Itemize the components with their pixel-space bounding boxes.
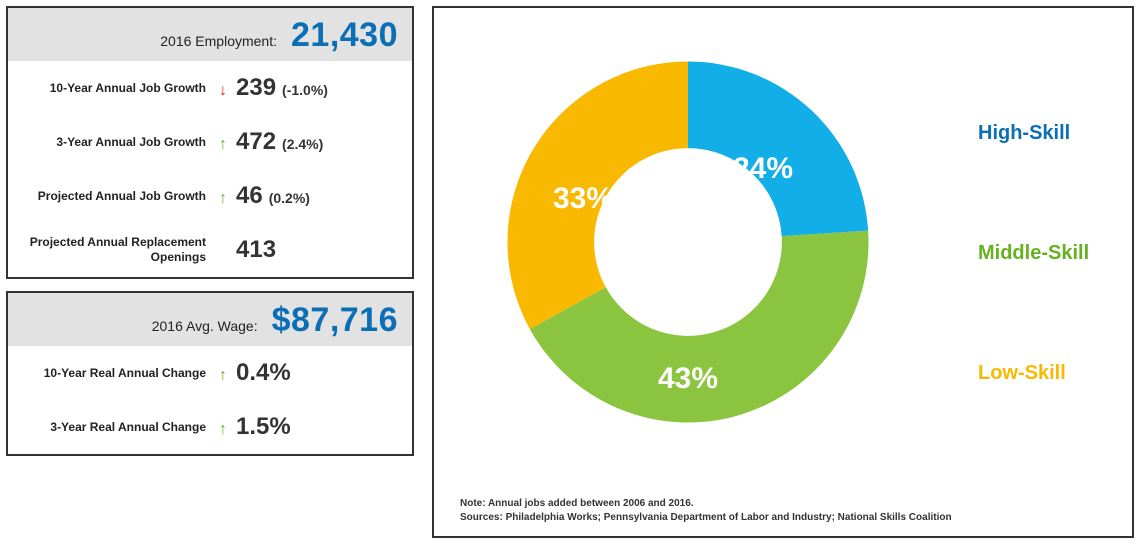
stat-label: 3-Year Real Annual Change	[16, 420, 216, 435]
arrow-up-icon: ↑	[216, 421, 230, 439]
wage-header: 2016 Avg. Wage: $87,716	[8, 293, 412, 346]
stat-value: ↑ 1.5%	[216, 413, 291, 441]
stat-row: 10-Year Real Annual Change↑ 0.4%	[8, 346, 412, 400]
stat-row: Projected Annual Job Growth↑ 46 (0.2%)	[8, 169, 412, 223]
stat-number: 472	[236, 128, 276, 156]
stat-label: Projected Annual Job Growth	[16, 189, 216, 204]
stat-row: Projected Annual Replacement Openings 413	[8, 223, 412, 277]
legend-item: Middle-Skill	[978, 242, 1089, 265]
wage-header-value: $87,716	[272, 301, 398, 340]
stat-label: 10-Year Real Annual Change	[16, 366, 216, 381]
arrow-up-icon: ↑	[216, 367, 230, 385]
wage-rows: 10-Year Real Annual Change↑0.4%3-Year Re…	[8, 346, 412, 454]
left-column: 2016 Employment: 21,430 10-Year Annual J…	[6, 6, 414, 538]
stat-value: ↑ 46 (0.2%)	[216, 182, 310, 210]
donut-slice	[688, 62, 868, 237]
stat-number: 0.4%	[236, 359, 291, 387]
stat-pct: (2.4%)	[282, 136, 323, 152]
stat-row: 3-Year Real Annual Change↑ 1.5%	[8, 400, 412, 454]
donut-value-label: 33%	[553, 182, 613, 216]
employment-panel: 2016 Employment: 21,430 10-Year Annual J…	[6, 6, 414, 279]
stat-pct: (-1.0%)	[282, 82, 328, 98]
stat-number: 239	[236, 74, 276, 102]
employment-header: 2016 Employment: 21,430	[8, 8, 412, 61]
stat-row: 3-Year Annual Job Growth↑ 472 (2.4%)	[8, 115, 412, 169]
donut-wrap: 24% 43% 33% High-Skill Middle-Skill Low-Skil…	[448, 22, 1118, 452]
arrow-up-icon: ↑	[216, 136, 230, 154]
stat-number: 413	[236, 236, 276, 264]
arrow-down-icon: ↓	[216, 82, 230, 100]
legend-item: Low-Skill	[978, 362, 1066, 385]
stat-label: 3-Year Annual Job Growth	[16, 135, 216, 150]
arrow-up-icon: ↑	[216, 190, 230, 208]
donut-value-label: 43%	[658, 362, 718, 396]
employment-header-label: 2016 Employment:	[160, 33, 277, 49]
donut-value-label: 24%	[733, 152, 793, 186]
employment-header-value: 21,430	[291, 16, 398, 55]
stat-row: 10-Year Annual Job Growth↓ 239 (-1.0%)	[8, 61, 412, 115]
stat-number: 46	[236, 182, 263, 210]
wage-header-label: 2016 Avg. Wage:	[152, 318, 258, 334]
stat-value: ↓ 239 (-1.0%)	[216, 74, 328, 102]
employment-rows: 10-Year Annual Job Growth↓ 239 (-1.0%) 3-Ye…	[8, 61, 412, 277]
stat-number: 1.5%	[236, 413, 291, 441]
stat-label: Projected Annual Replacement Openings	[16, 235, 216, 265]
footnote-line2: Sources: Philadelphia Works; Pennsylvani…	[460, 511, 1118, 525]
stat-label: 10-Year Annual Job Growth	[16, 81, 216, 96]
stat-value: 413	[216, 236, 276, 264]
footnote-line1: Note: Annual jobs added between 2006 and…	[460, 497, 1118, 511]
chart-panel: 24% 43% 33% High-Skill Middle-Skill Low-Skil…	[432, 6, 1134, 538]
wage-panel: 2016 Avg. Wage: $87,716 10-Year Real Ann…	[6, 291, 414, 456]
stat-pct: (0.2%)	[269, 190, 310, 206]
legend-item: High-Skill	[978, 122, 1070, 145]
stat-value: ↑ 472 (2.4%)	[216, 128, 323, 156]
chart-footnote: Note: Annual jobs added between 2006 and…	[460, 497, 1118, 524]
stat-value: ↑ 0.4%	[216, 359, 291, 387]
